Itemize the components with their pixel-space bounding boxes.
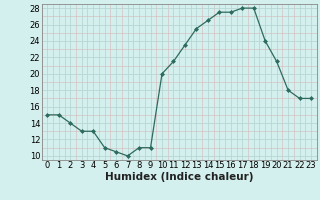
X-axis label: Humidex (Indice chaleur): Humidex (Indice chaleur): [105, 172, 253, 182]
